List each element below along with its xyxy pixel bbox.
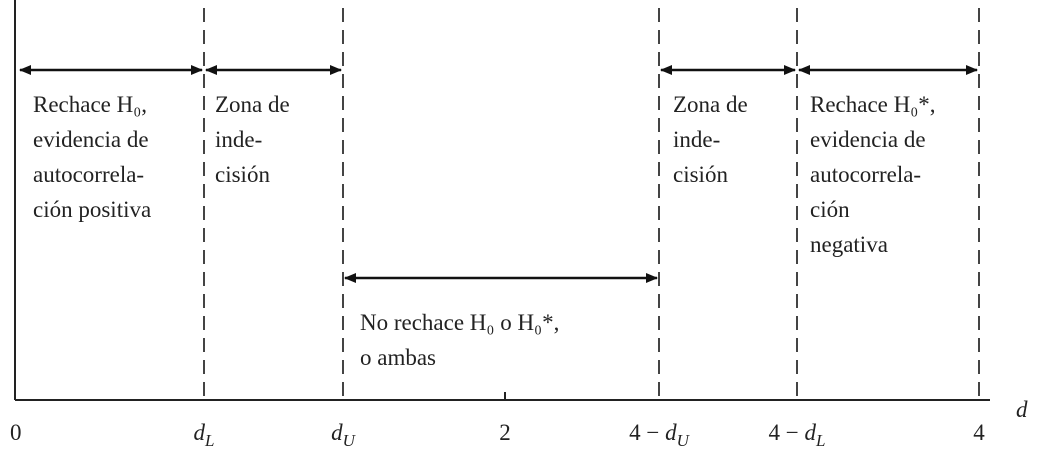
tick-label: dL — [194, 420, 215, 450]
region-text: negativa — [810, 232, 888, 257]
tick-sub: L — [204, 431, 214, 450]
region-text: Rechace H₀, — [33, 92, 147, 117]
tick-var: d — [194, 420, 206, 445]
region-text: autocorrela- — [810, 162, 921, 187]
tick-label: 2 — [499, 420, 511, 445]
region-text: Zona de — [673, 92, 748, 117]
tick-label: 4 − dL — [769, 420, 826, 450]
tick-label: 0 — [10, 420, 22, 445]
region-text: No rechace H₀ o H₀*, — [360, 310, 559, 335]
tick-sub: L — [815, 431, 825, 450]
region-text: ción — [810, 197, 850, 222]
tick-text: 2 — [499, 420, 511, 445]
tick-sub: U — [343, 431, 357, 450]
region-text: Rechace H₀*, — [810, 92, 936, 117]
region-text: o ambas — [360, 345, 436, 370]
tick-var: d — [805, 420, 817, 445]
region-text: evidencia de — [33, 127, 149, 152]
tick-var: d — [331, 420, 343, 445]
region-text: ción positiva — [33, 197, 151, 222]
tick-sub: U — [677, 431, 691, 450]
tick-label: dU — [331, 420, 357, 450]
region-text: evidencia de — [810, 127, 926, 152]
axis-label: d — [1016, 397, 1028, 422]
region-text: inde- — [215, 127, 262, 152]
tick-label: 4 − dU — [629, 420, 690, 450]
tick-text: 4 — [973, 420, 985, 445]
region-text: inde- — [673, 127, 720, 152]
region-text: cisión — [215, 162, 270, 187]
tick-label: 4 — [973, 420, 985, 445]
region-text: Zona de — [215, 92, 290, 117]
tick-var: d — [665, 420, 677, 445]
region-text: cisión — [673, 162, 728, 187]
tick-text: 0 — [10, 420, 22, 445]
region-text: autocorrela- — [33, 162, 144, 187]
tick-prefix: 4 − — [629, 420, 665, 445]
tick-prefix: 4 − — [769, 420, 805, 445]
